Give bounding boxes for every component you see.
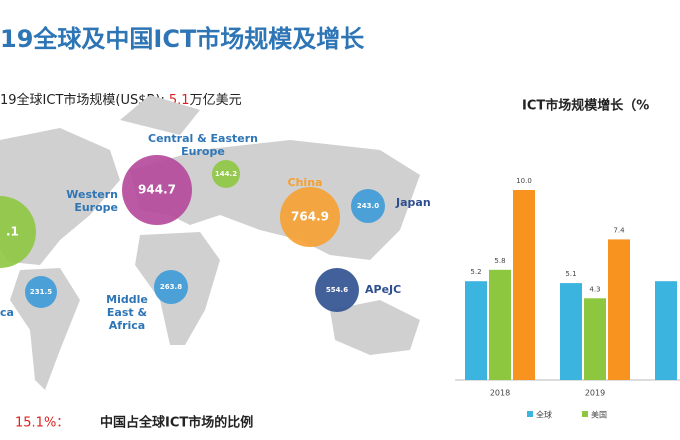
region-bubble	[315, 268, 359, 312]
footer-share: 15.1%：	[15, 416, 69, 431]
region-value: 554.6	[326, 286, 348, 294]
bar	[608, 239, 630, 380]
bar	[584, 298, 606, 380]
region-bubble	[122, 155, 192, 225]
legend-label: 美国	[591, 410, 607, 420]
region-value: 144.2	[215, 170, 237, 178]
chart-title: ICT市场规模增长（%	[522, 98, 649, 114]
region-name: ca	[0, 306, 14, 319]
region-value: 243.0	[357, 202, 379, 210]
region-name: Europe	[181, 145, 225, 158]
legend-swatch	[527, 411, 533, 417]
value-label: 7.4	[613, 226, 625, 234]
summary-unit: 万亿美元	[190, 93, 242, 108]
value-label: 4.3	[589, 285, 600, 293]
bar	[489, 269, 511, 380]
region-value: 263.8	[160, 283, 182, 291]
region-name: Central & Eastern	[148, 132, 258, 145]
region-bubble	[154, 270, 188, 304]
footer-text: 中国占全球ICT市场的比例	[100, 415, 253, 431]
summary-label: 19全球ICT市场规模(US$B):	[0, 92, 165, 108]
region-bubble	[0, 196, 36, 268]
bar	[465, 281, 487, 380]
value-label: 5.1	[565, 270, 576, 278]
region-bubble	[280, 187, 340, 247]
region-name: East &	[107, 306, 148, 319]
value-label: 10.0	[516, 177, 532, 185]
title: 19全球及中国ICT市场规模及增长	[0, 25, 365, 53]
x-tick-label: 2019	[585, 389, 605, 398]
bar	[655, 281, 677, 380]
region-bubble	[25, 276, 57, 308]
value-label: 5.8	[494, 257, 505, 265]
region-value: 764.9	[291, 210, 329, 224]
summary: 19全球ICT市场规模(US$B): 5.1万亿美元	[0, 92, 242, 108]
legend-label: 全球	[536, 410, 552, 420]
region-value: 944.7	[138, 183, 176, 197]
region-name: China	[288, 176, 323, 189]
region-value: .1	[6, 225, 19, 239]
bar	[560, 283, 582, 380]
region-value: 231.5	[30, 288, 52, 296]
region-name: Western	[66, 188, 118, 201]
value-label: 5.2	[470, 268, 481, 276]
legend-swatch	[582, 411, 588, 417]
region-name: Africa	[109, 319, 145, 332]
region-bubble	[212, 160, 240, 188]
region-name: Middle	[106, 293, 148, 306]
bar	[513, 190, 535, 380]
region-name: Europe	[74, 201, 118, 214]
region-name: Japan	[395, 196, 431, 209]
x-tick-label: 2018	[490, 389, 510, 398]
region-name: APeJC	[365, 283, 401, 296]
region-bubble	[351, 189, 385, 223]
